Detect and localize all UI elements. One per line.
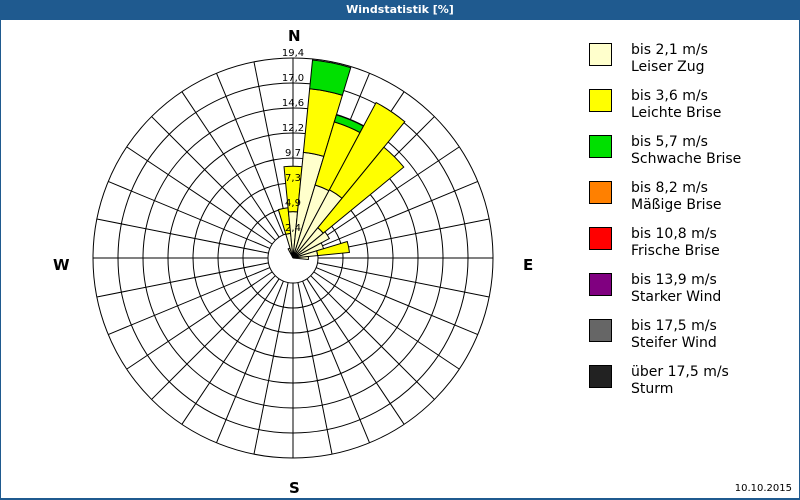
wind-sector — [317, 146, 405, 234]
legend-label: bis 3,6 m/s Leichte Brise — [631, 88, 722, 121]
legend-swatch — [589, 227, 612, 250]
radial-tick-label: 12,2 — [282, 123, 304, 134]
grid-spoke — [96, 218, 269, 254]
legend-swatch — [589, 319, 612, 342]
radial-tick-label: 4,9 — [285, 198, 301, 209]
window-title: Windstatistik [%] — [0, 0, 800, 20]
grid-spoke — [216, 73, 284, 236]
legend-label: bis 2,1 m/s Leiser Zug — [631, 42, 708, 75]
grid-spoke — [126, 271, 273, 370]
radial-tick-label: 19,4 — [282, 48, 304, 59]
grid-spoke — [108, 267, 271, 335]
west-label: W — [53, 256, 70, 274]
date-label: 10.10.2015 — [734, 483, 792, 494]
legend-label: bis 8,2 m/s Mäßige Brise — [631, 180, 722, 213]
grid-spoke — [310, 275, 435, 400]
legend-swatch — [589, 273, 612, 296]
radial-tick-label: 9,7 — [285, 148, 301, 159]
grid-spoke — [302, 280, 370, 443]
legend-swatch — [589, 135, 612, 158]
grid-spoke — [126, 146, 273, 245]
south-label: S — [289, 479, 300, 497]
wind-sector — [292, 255, 309, 261]
legend-item: bis 2,1 m/s Leiser Zug — [589, 42, 794, 88]
radial-tick-label: 14,6 — [282, 98, 304, 109]
grid-spoke — [315, 181, 478, 249]
legend-item: bis 10,8 m/s Frische Brise — [589, 226, 794, 272]
bottom-border — [0, 498, 800, 500]
radial-tick-label: 2,4 — [285, 223, 301, 234]
legend-swatch — [589, 365, 612, 388]
legend-label: bis 5,7 m/s Schwache Brise — [631, 134, 742, 167]
grid-spoke — [181, 278, 280, 425]
legend-label: über 17,5 m/s Sturm — [631, 364, 729, 397]
legend-swatch — [589, 89, 612, 112]
legend: bis 2,1 m/s Leiser Zug bis 3,6 m/s Leichte … — [589, 42, 794, 410]
legend-item: bis 8,2 m/s Mäßige Brise — [589, 180, 794, 226]
legend-label: bis 13,9 m/s Starker Wind — [631, 272, 722, 305]
grid-spoke — [306, 278, 405, 425]
legend-swatch — [589, 43, 612, 66]
grid-spoke — [313, 271, 460, 370]
grid-spoke — [151, 116, 276, 241]
grid-spoke — [253, 282, 289, 455]
radial-tick-label: 7,3 — [285, 173, 301, 184]
legend-item: bis 13,9 m/s Starker Wind — [589, 272, 794, 318]
legend-label: bis 17,5 m/s Steifer Wind — [631, 318, 717, 351]
legend-item: über 17,5 m/s Sturm — [589, 364, 794, 410]
wind-sector — [328, 101, 406, 199]
grid-spoke — [108, 181, 271, 249]
north-label: N — [288, 27, 301, 45]
legend-item: bis 3,6 m/s Leichte Brise — [589, 88, 794, 134]
grid-spoke — [297, 282, 333, 455]
grid-spoke — [216, 280, 284, 443]
legend-label: bis 10,8 m/s Frische Brise — [631, 226, 720, 259]
wind-sector — [309, 59, 352, 96]
legend-swatch — [589, 181, 612, 204]
grid-spoke — [181, 91, 280, 238]
grid-spoke — [151, 275, 276, 400]
grid-spoke — [315, 267, 478, 335]
wind-sector — [292, 231, 331, 259]
legend-item: bis 17,5 m/s Steifer Wind — [589, 318, 794, 364]
east-label: E — [523, 256, 534, 274]
legend-item: bis 5,7 m/s Schwache Brise — [589, 134, 794, 180]
radial-tick-label: 17,0 — [282, 73, 304, 84]
grid-spoke — [253, 61, 289, 234]
grid-spoke — [317, 262, 490, 298]
wind-sector — [316, 240, 350, 257]
grid-spoke — [313, 146, 460, 245]
grid-spoke — [96, 262, 269, 298]
